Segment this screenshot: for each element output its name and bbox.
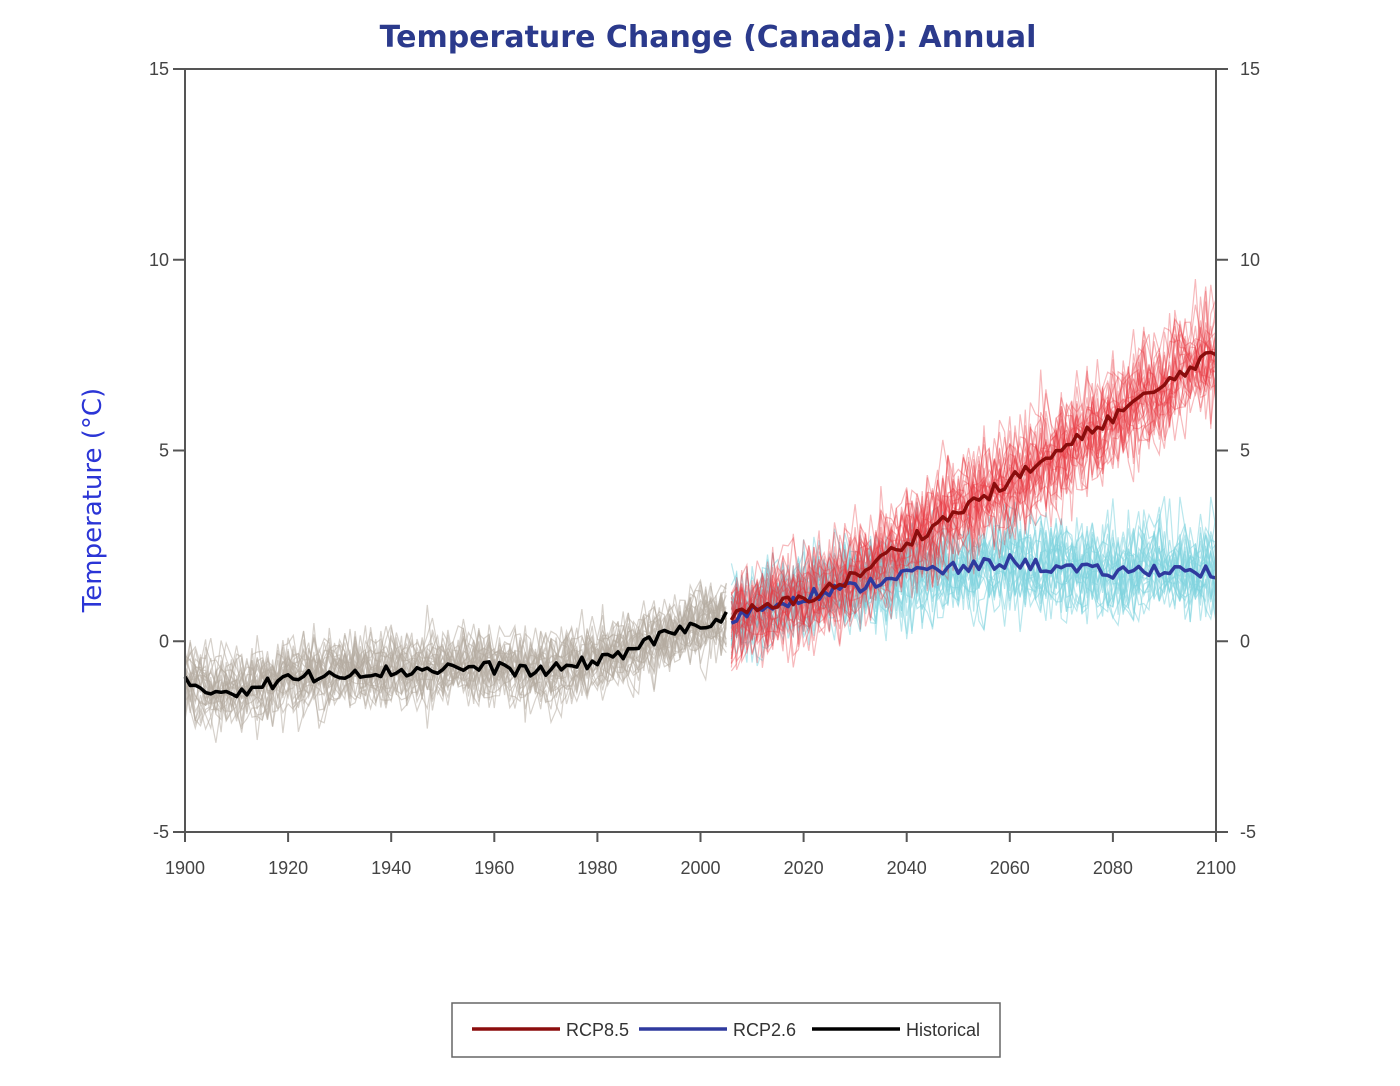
rcp26-mean-line <box>730 553 1217 625</box>
legend-label-rcp26: RCP2.6 <box>733 1020 796 1040</box>
x-tick-label: 1980 <box>577 858 617 878</box>
rcp85-member-line <box>730 279 1217 643</box>
rcp85-member-line <box>730 309 1217 640</box>
y-tick-label-left: -5 <box>153 822 169 842</box>
rcp85-member-line <box>730 286 1217 646</box>
y-tick-label-right: -5 <box>1240 822 1256 842</box>
x-tick-label: 1900 <box>165 858 205 878</box>
x-tick-label: 2020 <box>784 858 824 878</box>
x-tick-label: 2100 <box>1196 858 1236 878</box>
historical-mean-line <box>183 611 728 699</box>
y-tick-label-left: 15 <box>149 59 169 79</box>
legend: RCP8.5 RCP2.6 Historical <box>472 1020 980 1040</box>
y-tick-label-left: 10 <box>149 250 169 270</box>
rcp85-member-line <box>730 344 1217 664</box>
rcp85-member-line <box>731 319 1217 652</box>
x-tick-label: 1960 <box>474 858 514 878</box>
mean-lines <box>183 350 1217 699</box>
rcp85-member-line <box>730 331 1217 632</box>
rcp85-member-line <box>730 341 1217 664</box>
x-tick-label: 1940 <box>371 858 411 878</box>
axes: 1900 1920 1940 1960 1980 2000 2020 2040 2060 2080… <box>149 59 1260 878</box>
historical-member-line <box>184 584 727 693</box>
rcp85-member-line <box>730 353 1217 659</box>
historical-member-line <box>184 595 727 721</box>
y-tick-label-right: 0 <box>1240 631 1250 651</box>
y-tick-label-left: 5 <box>159 441 169 461</box>
y-tick-label-left: 0 <box>159 631 169 651</box>
y-tick-label-right: 10 <box>1240 250 1260 270</box>
legend-label-rcp85: RCP8.5 <box>566 1020 629 1040</box>
rcp85-member-line <box>730 355 1217 672</box>
ensemble-members <box>184 279 1217 743</box>
rcp85-member-line <box>730 304 1217 659</box>
rcp85-member-line <box>730 358 1217 654</box>
x-tick-label: 2000 <box>680 858 720 878</box>
y-tick-label-right: 5 <box>1240 441 1250 461</box>
rcp85-member-line <box>730 343 1217 668</box>
x-tick-label: 2040 <box>887 858 927 878</box>
rcp26-member-line <box>730 537 1217 646</box>
legend-label-historical: Historical <box>906 1020 980 1040</box>
y-tick-label-right: 15 <box>1240 59 1260 79</box>
y-axis-label: Temperature (°C) <box>78 388 108 613</box>
rcp85-member-line <box>730 284 1217 625</box>
rcp85-member-line <box>730 301 1217 632</box>
chart-title: Temperature Change (Canada): Annual <box>380 20 1037 55</box>
rcp85-mean-line <box>729 350 1217 621</box>
x-tick-label: 2060 <box>990 858 1030 878</box>
rcp85-member-line <box>730 322 1217 663</box>
historical-member-line <box>184 601 727 723</box>
rcp85-member-line <box>730 337 1217 648</box>
x-tick-label: 2080 <box>1093 858 1133 878</box>
rcp85-member-line <box>731 321 1217 644</box>
rcp85-member-line <box>730 343 1217 671</box>
x-tick-label: 1920 <box>268 858 308 878</box>
